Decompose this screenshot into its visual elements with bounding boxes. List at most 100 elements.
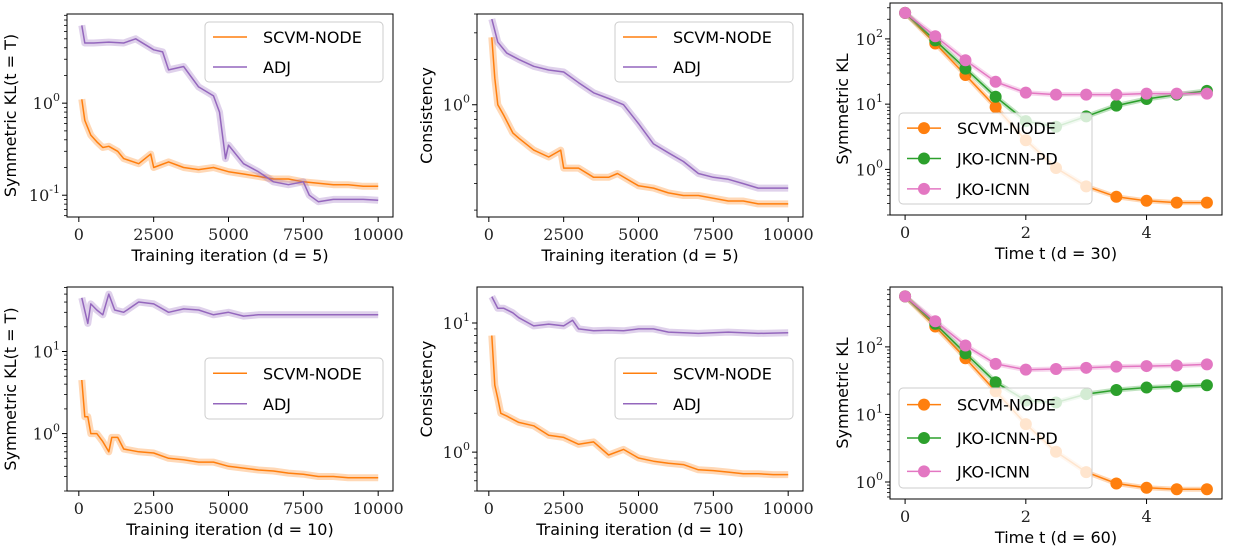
series-line: [81, 293, 379, 325]
y-axis-label: Symmetric KL: [833, 337, 852, 448]
x-tick-label: 7500: [693, 499, 734, 518]
legend-box: [898, 112, 1093, 205]
x-tick-label: 5000: [618, 225, 659, 244]
x-axis-label: Time t (d = 60): [994, 528, 1117, 547]
confidence-band: [903, 11, 1208, 130]
data-point: [959, 62, 972, 75]
legend-box: [614, 357, 794, 420]
axes-frame: [66, 13, 394, 218]
y-axis-label: Symmetric KL(t = T): [1, 34, 20, 197]
y-tick-label: 101: [856, 402, 883, 424]
data-point: [1140, 381, 1153, 394]
y-tick-label: 100: [33, 422, 60, 444]
subplot-5: 0 2500 5000 7500 10000 100 101 Training iterati…: [417, 286, 814, 539]
x-axis-label: Time t (d = 30): [994, 244, 1117, 263]
data-point: [1140, 87, 1153, 100]
data-point: [1110, 477, 1123, 490]
legend-label: SCVM-NODE: [957, 396, 1056, 415]
x-tick-label: 4: [1141, 507, 1151, 526]
data-point: [989, 357, 1002, 370]
legend-marker: [918, 182, 930, 195]
data-point: [1110, 99, 1123, 112]
y-tick-label: 101: [856, 92, 883, 114]
y-tick-label: 100: [443, 440, 470, 462]
y-axis-label: Consistency: [417, 341, 436, 438]
subplot-4: 0 2500 5000 7500 10000 100 101 Training iterati…: [1, 286, 404, 539]
x-tick-label: 4: [1141, 223, 1151, 242]
series-ADJ: [488, 18, 789, 192]
axes-frame: [889, 2, 1223, 216]
data-point: [1050, 88, 1062, 101]
series-line: [491, 296, 789, 335]
axes-frame: [476, 286, 804, 492]
data-point: [1200, 483, 1213, 496]
legend: SCVM-NODE ADJ: [204, 21, 384, 83]
series-SCVM-NODE: [78, 98, 379, 190]
data-point: [1050, 363, 1062, 376]
x-tick-label: 0: [484, 499, 494, 518]
data-point: [899, 6, 912, 19]
legend-label: ADJ: [673, 58, 701, 77]
x-tick-label: 7500: [283, 499, 324, 518]
y-tick-label: 100: [856, 157, 883, 179]
data-point: [1170, 359, 1183, 372]
legend-marker: [918, 432, 930, 444]
data-point: [1140, 481, 1153, 494]
series-line: [904, 295, 1207, 404]
legend: SCVM-NODE ADJ: [204, 357, 384, 420]
data-point: [1170, 483, 1183, 496]
legend: SCVM-NODE JKO-ICNN-PD JKO-ICNN: [898, 387, 1093, 489]
series-JKO-ICNN: [899, 290, 1213, 376]
axes-frame: [889, 286, 1223, 500]
y-tick-label: 102: [856, 27, 883, 49]
x-tick-label: 0: [900, 507, 910, 526]
data-point: [1170, 87, 1183, 100]
legend-marker: [918, 152, 930, 165]
x-tick-label: 2500: [543, 225, 584, 244]
data-point: [1170, 196, 1183, 209]
subplot-6: 0 2 4 100 101 102 Time t (d = 60) Symmetric KL S…: [833, 286, 1223, 547]
x-axis-label: Training iteration (d = 10): [535, 520, 743, 539]
data-point: [1019, 86, 1032, 99]
legend: SCVM-NODE JKO-ICNN-PD JKO-ICNN: [898, 112, 1093, 205]
legend-label: SCVM-NODE: [957, 119, 1056, 138]
legend-label: ADJ: [263, 58, 291, 77]
series-line: [81, 379, 379, 479]
y-tick-label: 101: [33, 339, 60, 361]
x-axis-label: Training iteration (d = 5): [130, 246, 328, 265]
data-point: [1200, 379, 1213, 392]
x-tick-label: 2: [1021, 223, 1031, 242]
data-point: [989, 90, 1002, 103]
x-tick-label: 7500: [693, 225, 734, 244]
series-line: [904, 12, 1207, 128]
x-tick-label: 10000: [353, 225, 404, 244]
legend-marker: [918, 398, 930, 411]
series-ADJ: [78, 290, 379, 327]
data-point: [1200, 358, 1213, 371]
y-tick-label: 100: [856, 470, 883, 492]
series-line: [81, 99, 379, 188]
x-tick-label: 0: [74, 225, 84, 244]
series-line: [491, 335, 789, 476]
x-tick-label: 0: [74, 499, 84, 518]
data-point: [1170, 380, 1183, 393]
legend-label: JKO-ICNN: [956, 462, 1030, 481]
y-axis-label: Symmetric KL(t = T): [1, 307, 20, 470]
series-line: [491, 18, 789, 189]
legend: SCVM-NODE ADJ: [614, 357, 794, 420]
data-point: [1080, 361, 1093, 374]
data-point: [959, 339, 972, 352]
x-tick-label: 2500: [133, 225, 174, 244]
y-tick-label: 100: [443, 93, 470, 115]
data-point: [1140, 360, 1153, 373]
data-point: [989, 75, 1002, 88]
series-line: [491, 37, 789, 205]
x-tick-label: 10000: [353, 499, 404, 518]
legend-label: SCVM-NODE: [673, 28, 772, 47]
y-tick-label: 102: [856, 335, 883, 357]
legend-label: JKO-ICNN-PD: [956, 150, 1058, 169]
data-point: [989, 101, 1002, 114]
data-point: [1080, 88, 1093, 101]
y-axis-label: Consistency: [417, 67, 436, 164]
